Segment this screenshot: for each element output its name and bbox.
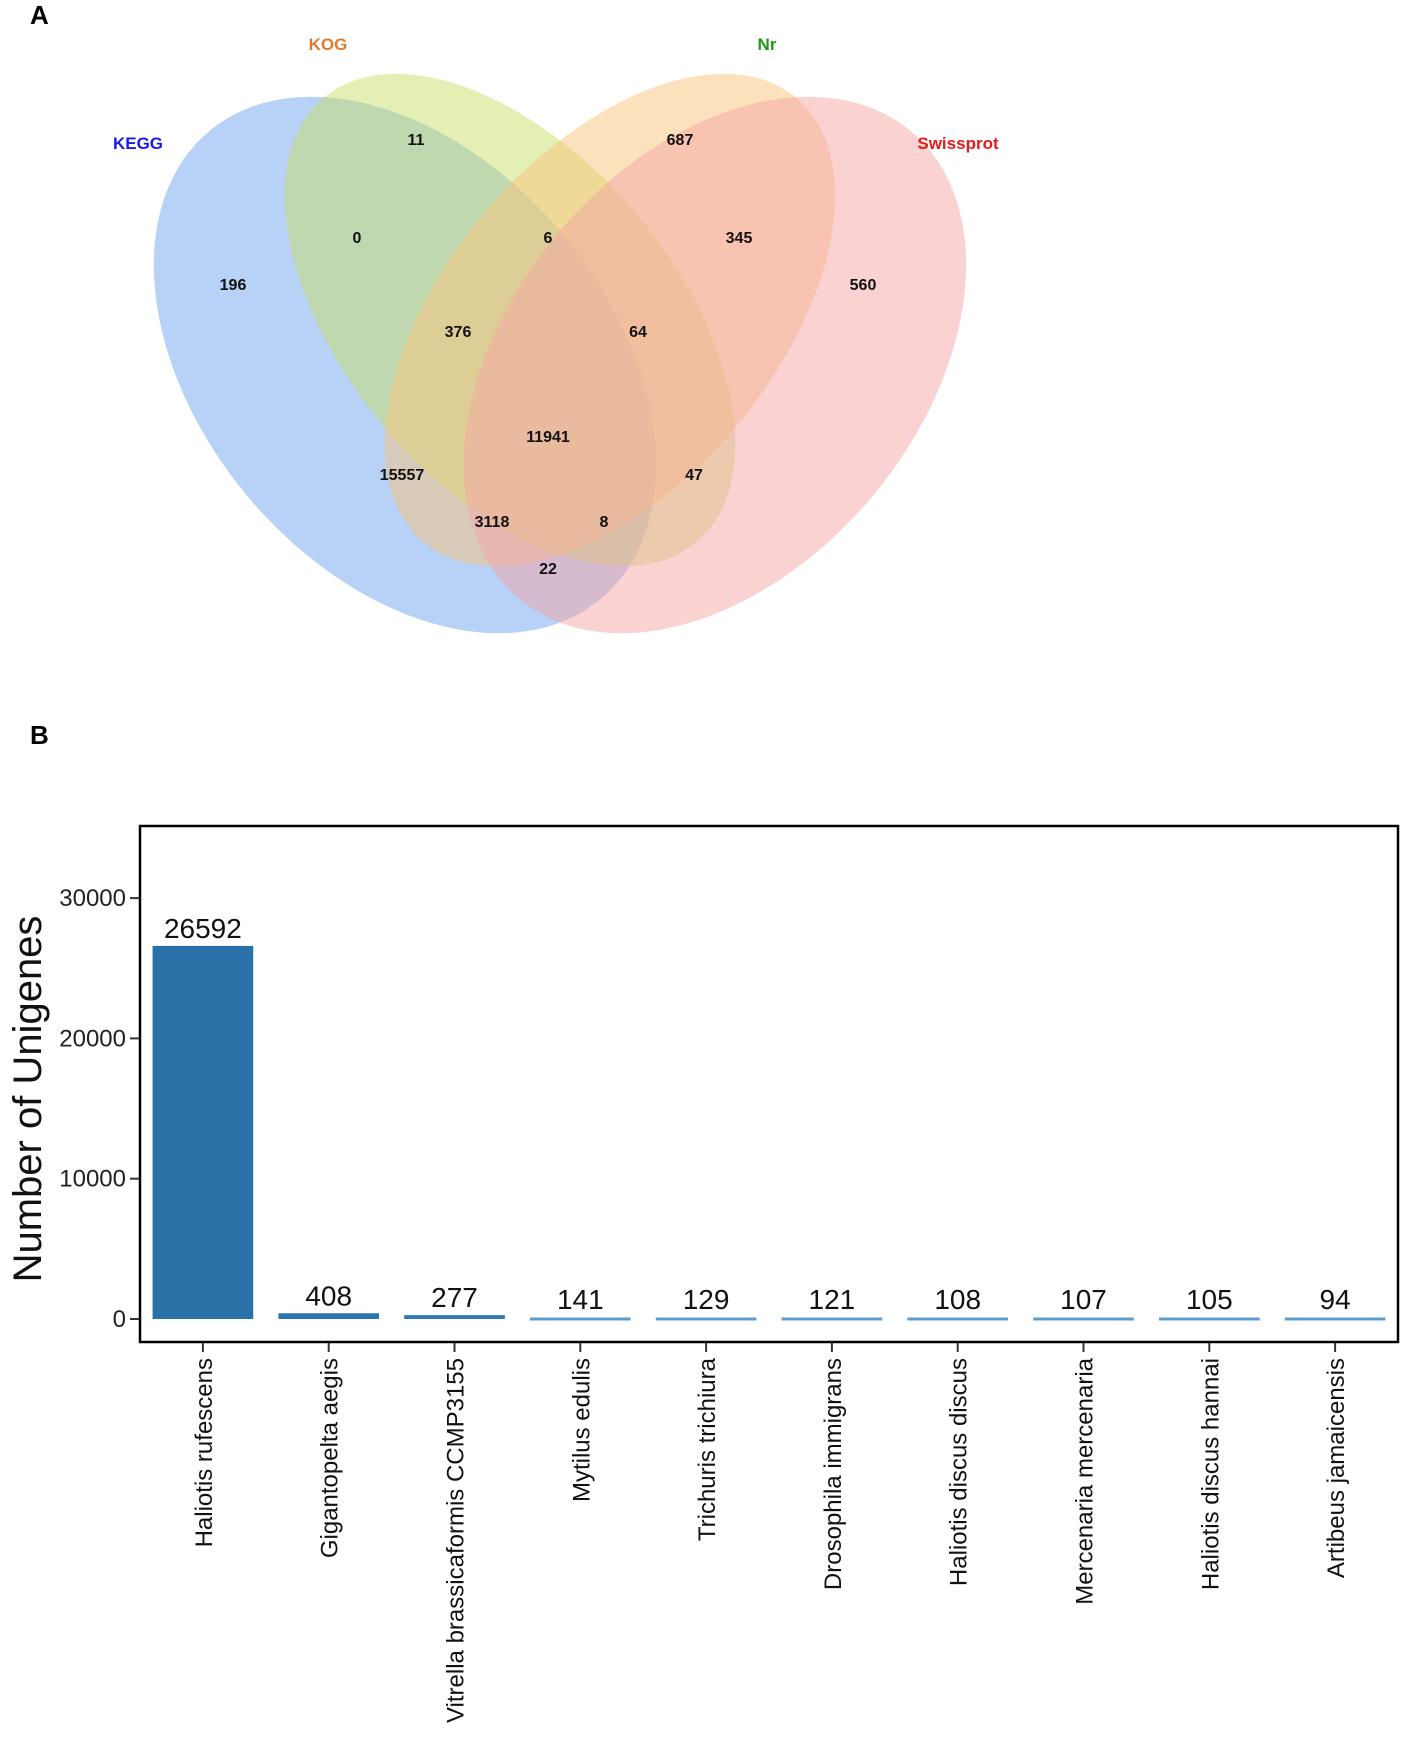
bar-value-label: 408	[305, 1280, 352, 1311]
venn-count-kog-only: 11	[408, 132, 425, 149]
plot-frame	[138, 824, 1400, 1344]
venn-count-kegg-nr: 15557	[380, 467, 425, 484]
y-tick-label: 30000	[59, 885, 126, 912]
venn-label-kog: KOG	[309, 35, 348, 54]
bar-value-label: 141	[557, 1284, 604, 1315]
venn-count-kegg-kog-nr: 376	[445, 324, 472, 341]
bar	[152, 945, 254, 1319]
venn-ellipse-swissprot	[463, 96, 967, 634]
venn-count-kegg-only: 196	[220, 277, 247, 294]
venn-count-all-four: 11941	[526, 429, 570, 446]
bar	[781, 1317, 883, 1321]
venn-count-kegg-kog-swissprot: 8	[600, 514, 609, 531]
bar-value-label: 94	[1320, 1284, 1351, 1315]
venn-count-nr-swissprot: 345	[726, 230, 753, 247]
x-axis: Haliotis rufescens Gigantopelta aegis Vitr…	[191, 1342, 1350, 1723]
bar	[655, 1317, 757, 1321]
bar-value-label: 26592	[164, 913, 242, 944]
venn-count-nr-only: 687	[667, 132, 694, 149]
x-tick-label: Haliotis discus discus	[946, 1358, 973, 1586]
x-tick-label: Vitrella brassicaformis CCMP3155	[443, 1358, 470, 1723]
venn-diagram: KEGG KOG Nr Swissprot 11 687 0 6 345 196…	[113, 35, 999, 634]
venn-count-kog-nr-swissprot: 64	[629, 324, 647, 341]
panel-a-letter: A	[30, 0, 49, 30]
bar	[907, 1317, 1009, 1321]
x-tick-label: Haliotis discus hannai	[1197, 1358, 1224, 1590]
bars: 26592 408 277 141 129 121 108 107 105 94	[152, 913, 1386, 1321]
bar	[404, 1315, 505, 1319]
x-tick-label: Drosophila immigrans	[820, 1358, 847, 1590]
x-tick-label: Artibeus jamaicensis	[1323, 1358, 1350, 1578]
venn-count-kegg-nr-swissprot: 3118	[475, 514, 510, 531]
bar	[1033, 1317, 1134, 1321]
y-tick-label: 0	[113, 1306, 126, 1333]
bar-value-label: 107	[1060, 1284, 1107, 1315]
y-axis-title: Number of Unigenes	[6, 916, 50, 1283]
bar	[529, 1317, 631, 1321]
y-tick-label: 20000	[59, 1025, 126, 1052]
x-tick-label: Gigantopelta aegis	[317, 1358, 344, 1558]
x-tick-label: Trichuris trichiura	[694, 1357, 721, 1541]
venn-label-nr: Nr	[758, 35, 777, 54]
venn-count-kegg-swissprot: 22	[539, 561, 557, 578]
y-axis: 0 10000 20000 30000	[59, 885, 140, 1333]
bar-value-label: 121	[809, 1284, 856, 1315]
venn-count-kog-nr: 6	[544, 230, 553, 247]
bar-value-label: 105	[1186, 1284, 1233, 1315]
y-tick-label: 10000	[59, 1166, 126, 1193]
venn-count-swissprot-only: 560	[850, 277, 877, 294]
x-tick-label: Mytilus edulis	[568, 1358, 595, 1502]
bar-value-label: 129	[683, 1284, 730, 1315]
bar	[1284, 1317, 1386, 1321]
panel-b-letter: B	[30, 720, 49, 750]
venn-label-kegg: KEGG	[113, 134, 163, 153]
bar-value-label: 108	[934, 1284, 981, 1315]
venn-count-kegg-kog: 0	[353, 230, 362, 247]
x-tick-label: Mercenaria mercenaria	[1072, 1357, 1099, 1604]
bar-chart: Number of Unigenes 0 10000 20000 30000 2659…	[6, 824, 1400, 1723]
bar	[278, 1313, 380, 1319]
bar	[1158, 1317, 1260, 1321]
venn-label-swissprot: Swissprot	[917, 134, 999, 153]
venn-count-kog-swissprot: 47	[685, 467, 703, 484]
x-tick-label: Haliotis rufescens	[191, 1358, 218, 1547]
bar-value-label: 277	[431, 1282, 478, 1313]
